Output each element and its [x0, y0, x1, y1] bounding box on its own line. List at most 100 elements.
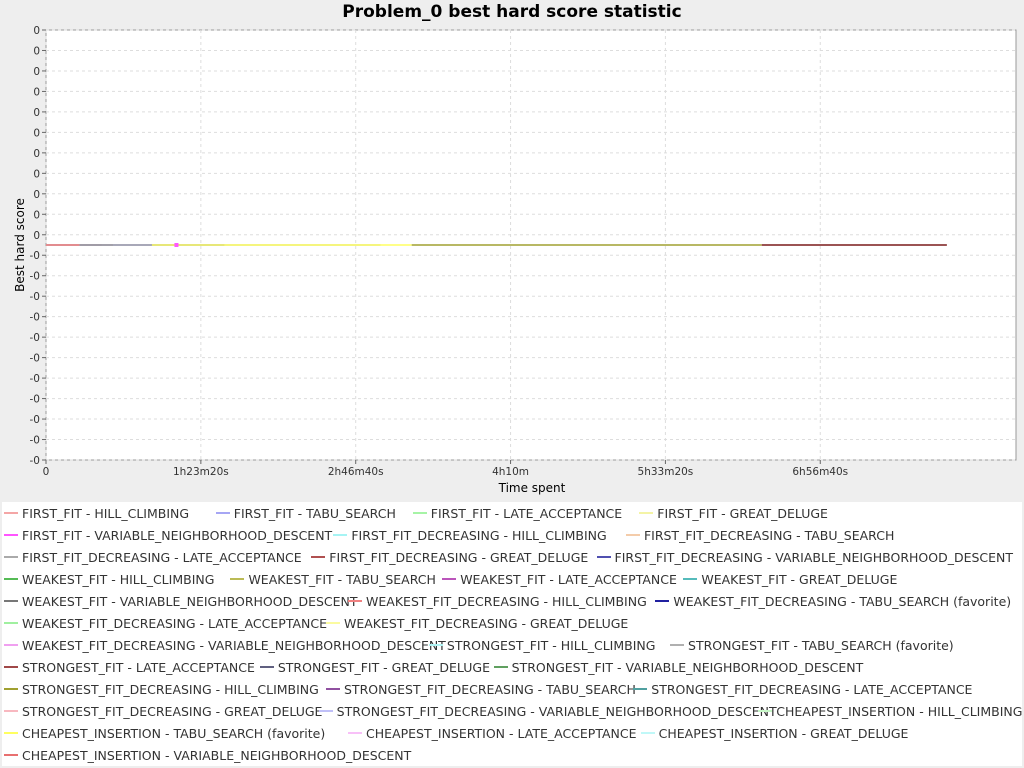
legend-item: FIRST_FIT_DECREASING - VARIABLE_NEIGHBOR…	[596, 546, 1014, 568]
x-tick-label: 5h33m20s	[638, 466, 694, 478]
legend-label: WEAKEST_FIT_DECREASING - GREAT_DELUGE	[344, 615, 629, 631]
legend-item: STRONGEST_FIT_DECREASING - TABU_SEARCH	[326, 678, 636, 700]
legend-swatch	[4, 622, 18, 624]
legend-swatch	[333, 534, 348, 536]
y-tick-label: 0	[33, 86, 40, 98]
legend-label: STRONGEST_FIT - VARIABLE_NEIGHBORHOOD_DE…	[511, 659, 864, 675]
legend-swatch	[4, 600, 18, 602]
legend-swatch	[639, 512, 654, 514]
legend-label: STRONGEST_FIT_DECREASING - HILL_CLIMBING	[22, 681, 319, 697]
legend-label: STRONGEST_FIT_DECREASING - TABU_SEARCH	[344, 681, 636, 697]
legend-label: CHEAPEST_INSERTION - VARIABLE_NEIGHBORHO…	[22, 747, 412, 763]
legend-swatch	[655, 600, 670, 602]
legend-item: FIRST_FIT_DECREASING - TABU_SEARCH	[625, 524, 894, 546]
legend-swatch	[625, 534, 640, 536]
legend-item: STRONGEST_FIT - HILL_CLIMBING	[428, 634, 656, 656]
legend-swatch	[348, 732, 363, 734]
y-tick-label: 0	[33, 230, 40, 242]
series-point-marker	[174, 243, 179, 247]
legend-item: STRONGEST_FIT - TABU_SEARCH (favorite)	[670, 634, 954, 656]
legend-swatch	[4, 644, 18, 646]
legend-item: STRONGEST_FIT - GREAT_DELUGE	[259, 656, 490, 678]
legend-item: CHEAPEST_INSERTION - HILL_CLIMBING	[758, 700, 1022, 722]
legend-item: WEAKEST_FIT - HILL_CLIMBING	[4, 568, 214, 590]
y-tick-label: -0	[30, 250, 40, 262]
legend-label: FIRST_FIT - LATE_ACCEPTANCE	[430, 505, 623, 521]
legend-swatch	[442, 578, 457, 580]
y-tick-label: 0	[33, 127, 40, 139]
legend-label: FIRST_FIT_DECREASING - GREAT_DELUGE	[329, 549, 589, 565]
y-tick-label: 0	[33, 148, 40, 160]
legend-item: STRONGEST_FIT - LATE_ACCEPTANCE	[4, 656, 255, 678]
legend-swatch	[4, 732, 18, 734]
y-tick-label: 0	[33, 168, 40, 180]
legend-item: FIRST_FIT - LATE_ACCEPTANCE	[412, 502, 623, 524]
legend-swatch	[4, 534, 18, 536]
legend-swatch	[348, 600, 363, 602]
legend-item: STRONGEST_FIT_DECREASING - VARIABLE_NEIG…	[318, 700, 777, 722]
legend-swatch	[4, 666, 18, 668]
legend-label: FIRST_FIT - VARIABLE_NEIGHBORHOOD_DESCEN…	[22, 527, 333, 543]
x-tick-label: 6h56m40s	[792, 466, 848, 478]
legend-label: CHEAPEST_INSERTION - HILL_CLIMBING	[776, 703, 1023, 719]
y-tick-label: -0	[30, 435, 40, 447]
legend-label: FIRST_FIT_DECREASING - HILL_CLIMBING	[351, 527, 607, 543]
y-tick-label: -0	[30, 312, 40, 324]
legend-item: FIRST_FIT_DECREASING - LATE_ACCEPTANCE	[4, 546, 302, 568]
legend-swatch	[640, 732, 655, 734]
legend-item: WEAKEST_FIT - TABU_SEARCH	[230, 568, 436, 590]
legend-label: WEAKEST_FIT_DECREASING - HILL_CLIMBING	[366, 593, 647, 609]
legend-label: WEAKEST_FIT_DECREASING - LATE_ACCEPTANCE	[22, 615, 328, 631]
legend-swatch	[683, 578, 698, 580]
legend-label: CHEAPEST_INSERTION - TABU_SEARCH (favori…	[22, 725, 326, 741]
legend-label: STRONGEST_FIT - HILL_CLIMBING	[446, 637, 656, 653]
legend-item: WEAKEST_FIT_DECREASING - GREAT_DELUGE	[326, 612, 628, 634]
legend-item: STRONGEST_FIT_DECREASING - GREAT_DELUGE	[4, 700, 322, 722]
legend-swatch	[311, 556, 326, 558]
legend-item: FIRST_FIT_DECREASING - GREAT_DELUGE	[311, 546, 588, 568]
legend-item: WEAKEST_FIT_DECREASING - LATE_ACCEPTANCE	[4, 612, 327, 634]
legend-item: STRONGEST_FIT - VARIABLE_NEIGHBORHOOD_DE…	[493, 656, 864, 678]
legend-item: WEAKEST_FIT_DECREASING - HILL_CLIMBING	[348, 590, 647, 612]
x-tick-label: 2h46m40s	[328, 466, 384, 478]
legend-swatch	[326, 622, 340, 624]
legend-label: WEAKEST_FIT - TABU_SEARCH	[248, 571, 436, 587]
y-tick-label: 0	[33, 25, 40, 37]
legend-item: FIRST_FIT - GREAT_DELUGE	[639, 502, 828, 524]
x-axis-ticks: 0 1h23m20s 2h46m40s 4h10m 5h33m20s 6h56m40s	[43, 460, 848, 478]
series-lines	[46, 243, 947, 247]
legend-swatch	[230, 578, 245, 580]
y-tick-label: -0	[30, 373, 40, 385]
legend-label: FIRST_FIT - TABU_SEARCH	[233, 505, 396, 521]
legend-swatch	[318, 710, 333, 712]
legend-label: FIRST_FIT - HILL_CLIMBING	[22, 505, 190, 521]
legend: FIRST_FIT - HILL_CLIMBING FIRST_FIT - TAB…	[2, 502, 1022, 766]
legend-label: STRONGEST_FIT_DECREASING - GREAT_DELUGE	[22, 703, 323, 719]
y-tick-label: 0	[33, 66, 40, 78]
legend-swatch	[596, 556, 611, 558]
legend-swatch	[4, 710, 18, 712]
legend-item: WEAKEST_FIT_DECREASING - VARIABLE_NEIGHB…	[4, 634, 446, 656]
y-tick-label: -0	[30, 394, 40, 406]
legend-label: FIRST_FIT_DECREASING - VARIABLE_NEIGHBOR…	[614, 549, 1014, 565]
y-tick-label: -0	[30, 332, 40, 344]
y-axis-ticks: 0 0 0 0 0 0 0 0 0 0 0 -0 -0 -0 -0 -0 -0 -0 -0 -0 -0 -0	[30, 25, 46, 467]
chart-title: Problem_0 best hard score statistic	[342, 2, 682, 22]
legend-label: CHEAPEST_INSERTION - LATE_ACCEPTANCE	[366, 725, 637, 741]
y-tick-label: -0	[30, 353, 40, 365]
y-tick-label: 0	[33, 107, 40, 119]
legend-swatch	[326, 688, 340, 690]
y-tick-label: -0	[30, 414, 40, 426]
legend-swatch	[493, 666, 508, 668]
legend-swatch	[633, 688, 648, 690]
legend-label: STRONGEST_FIT - GREAT_DELUGE	[277, 659, 490, 675]
legend-swatch	[428, 644, 443, 646]
legend-swatch	[670, 644, 685, 646]
x-tick-label: 4h10m	[492, 466, 529, 478]
legend-swatch	[4, 688, 18, 690]
legend-swatch	[4, 556, 18, 558]
legend-label: WEAKEST_FIT - HILL_CLIMBING	[22, 571, 215, 587]
y-tick-label: 0	[33, 209, 40, 221]
legend-item: WEAKEST_FIT - VARIABLE_NEIGHBORHOOD_DESC…	[4, 590, 358, 612]
